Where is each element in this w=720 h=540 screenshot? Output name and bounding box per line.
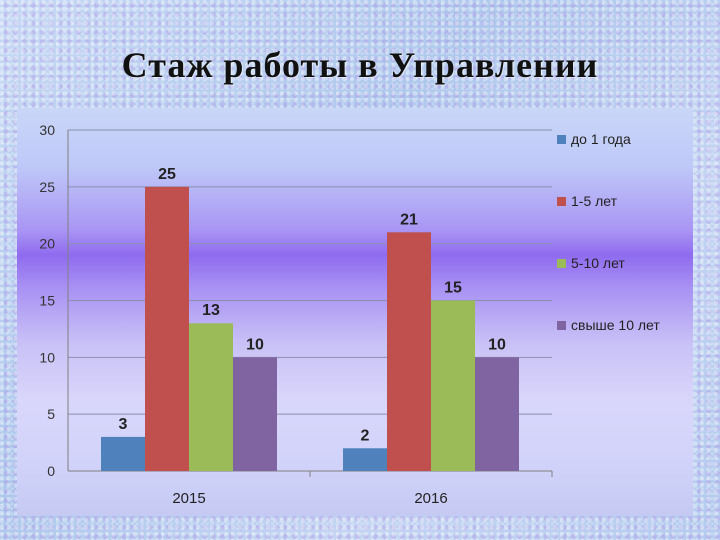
legend-label: свыше 10 лет [571, 317, 660, 333]
bar [189, 323, 233, 471]
y-tick-label: 0 [47, 463, 55, 479]
data-label: 15 [444, 280, 462, 297]
x-tick-label: 2015 [172, 490, 205, 507]
x-tick-label: 2016 [414, 490, 447, 507]
legend-swatch [557, 135, 566, 144]
data-label: 10 [246, 336, 264, 353]
data-label: 10 [488, 336, 506, 353]
y-tick-label: 15 [39, 293, 55, 309]
slide-title: Стаж работы в Управлении [121, 45, 599, 85]
bar [145, 186, 189, 471]
data-label: 13 [202, 302, 220, 319]
bar [431, 300, 475, 471]
legend-swatch [557, 197, 566, 206]
legend-swatch [557, 321, 566, 330]
chart-panel: 0 5 10 15 20 25 30 2015 3 25 13 10 2016 2 21 15 10 до 1 г… [17, 108, 693, 516]
legend-label: 1-5 лет [571, 193, 618, 209]
data-label: 3 [119, 416, 128, 433]
y-tick-label: 25 [39, 179, 55, 195]
data-label: 21 [400, 211, 418, 228]
y-tick-label: 30 [39, 122, 55, 138]
data-label: 2 [361, 427, 370, 444]
bar [343, 448, 387, 471]
legend-label: до 1 года [571, 131, 631, 147]
data-label: 25 [158, 166, 176, 183]
bar [101, 436, 145, 471]
y-tick-label: 20 [39, 236, 55, 252]
y-tick-label: 10 [39, 349, 55, 365]
bar [387, 232, 431, 471]
legend-label: 5-10 лет [571, 255, 625, 271]
y-tick-label: 5 [47, 406, 55, 422]
bar [233, 357, 277, 471]
legend-swatch [557, 259, 566, 268]
bar [475, 357, 519, 471]
bar-chart: 0 5 10 15 20 25 30 2015 3 25 13 10 2016 2 21 15 10 до 1 г… [39, 122, 660, 507]
